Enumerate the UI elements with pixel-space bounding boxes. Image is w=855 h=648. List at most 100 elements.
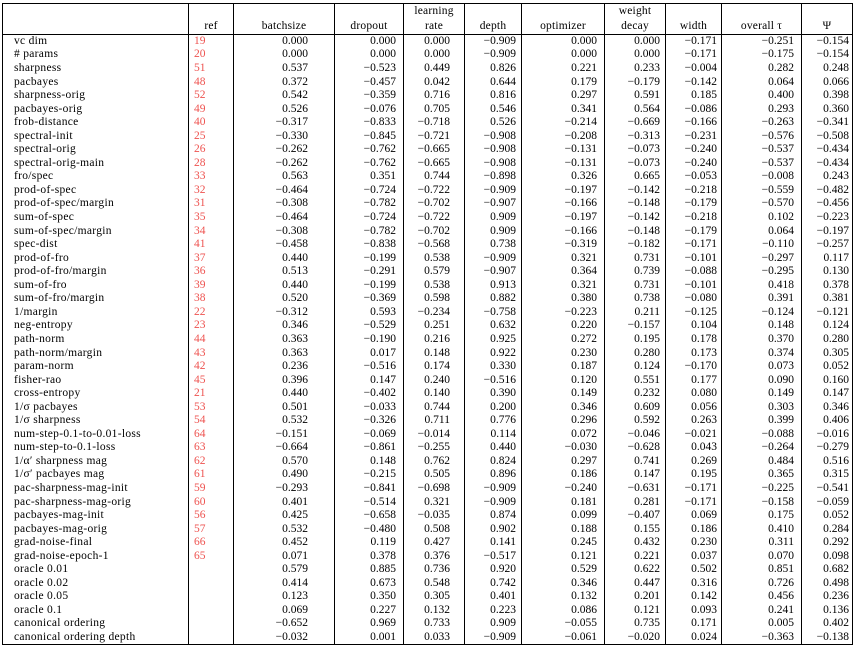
correlation-value: −0.909 xyxy=(464,34,522,49)
correlation-value: −0.046 xyxy=(604,427,666,442)
correlation-value: 0.124 xyxy=(801,319,853,333)
ref-link[interactable]: 28 xyxy=(188,156,234,171)
ref-link[interactable]: 57 xyxy=(188,522,234,537)
correlation-value: 0.378 xyxy=(334,549,404,564)
correlation-value: 0.456 xyxy=(721,590,802,604)
measure-label: path-norm/margin xyxy=(2,346,189,360)
ref-link[interactable]: 35 xyxy=(188,210,234,225)
correlation-value: 0.741 xyxy=(604,454,666,469)
correlation-value: 0.563 xyxy=(233,170,335,184)
ref-link[interactable]: 20 xyxy=(188,48,234,62)
correlation-value: 0.744 xyxy=(403,170,465,184)
measure-label: num-step-0.1-to-0.01-loss xyxy=(2,427,189,442)
correlation-value: 0.609 xyxy=(604,400,666,415)
ref-link[interactable]: 36 xyxy=(188,265,234,279)
ref-link[interactable]: 21 xyxy=(188,387,234,401)
correlation-value: 0.248 xyxy=(801,61,853,76)
correlation-value: 0.140 xyxy=(403,387,465,401)
ref-link[interactable]: 40 xyxy=(188,116,234,130)
table-row: canonical ordering depth −0.032 0.001 0.033… xyxy=(2,630,853,645)
measure-label: grad-noise-final xyxy=(2,536,189,550)
correlation-value: 0.033 xyxy=(403,630,465,645)
ref-link[interactable]: 32 xyxy=(188,183,234,198)
correlation-value: −0.909 xyxy=(464,630,522,645)
correlation-value: −0.154 xyxy=(801,34,853,49)
ref-link[interactable]: 22 xyxy=(188,305,234,320)
ref-link[interactable]: 41 xyxy=(188,238,234,252)
correlation-value: 0.200 xyxy=(464,400,522,415)
correlation-value: −0.833 xyxy=(334,116,404,130)
ref-link[interactable]: 52 xyxy=(188,89,234,103)
correlation-value: −0.326 xyxy=(334,414,404,428)
ref-empty xyxy=(188,617,234,631)
ref-link[interactable]: 60 xyxy=(188,495,234,509)
correlation-value: −0.166 xyxy=(521,224,605,239)
ref-link[interactable]: 23 xyxy=(188,319,234,333)
ref-link[interactable]: 26 xyxy=(188,143,234,157)
ref-link[interactable]: 39 xyxy=(188,278,234,293)
ref-link[interactable]: 59 xyxy=(188,481,234,496)
measure-label: fisher-rao xyxy=(2,373,189,388)
ref-link[interactable]: 45 xyxy=(188,373,234,388)
ref-link[interactable]: 62 xyxy=(188,454,234,469)
ref-link[interactable]: 44 xyxy=(188,332,234,347)
correlation-value: −0.131 xyxy=(521,156,605,171)
correlation-value: 0.188 xyxy=(521,522,605,537)
correlation-value: −0.317 xyxy=(233,116,335,130)
correlation-value: 0.378 xyxy=(801,278,853,293)
correlation-value: 0.402 xyxy=(801,617,853,631)
table-row: vc dim 19 0.000 0.000 0.000 −0.909 0.000 0.000−… xyxy=(2,34,853,49)
correlation-value: −0.073 xyxy=(604,156,666,171)
ref-link[interactable]: 63 xyxy=(188,441,234,455)
ref-link[interactable]: 42 xyxy=(188,359,234,374)
correlation-value: −0.240 xyxy=(665,156,722,171)
correlation-value: −0.142 xyxy=(665,75,722,90)
correlation-value: 0.099 xyxy=(521,509,605,523)
ref-link[interactable]: 33 xyxy=(188,170,234,184)
correlation-value: 0.733 xyxy=(403,617,465,631)
table-row: spectral-orig-main 28 −0.262 −0.762 −0.665 −0… xyxy=(2,156,853,171)
ref-link[interactable]: 53 xyxy=(188,400,234,415)
correlation-value: 0.195 xyxy=(665,468,722,482)
ref-link[interactable]: 19 xyxy=(188,34,234,49)
table-row: spectral-init 25 −0.330 −0.845 −0.721 −0.908−… xyxy=(2,129,853,144)
ref-link[interactable]: 49 xyxy=(188,102,234,117)
ref-link[interactable]: 34 xyxy=(188,224,234,239)
correlation-value: 0.000 xyxy=(521,48,605,62)
ref-link[interactable]: 65 xyxy=(188,549,234,564)
correlation-value: 0.123 xyxy=(233,590,335,604)
ref-link[interactable]: 61 xyxy=(188,468,234,482)
ref-link[interactable]: 64 xyxy=(188,427,234,442)
ref-link[interactable]: 31 xyxy=(188,197,234,211)
ref-link[interactable]: 48 xyxy=(188,75,234,90)
correlation-value: 0.739 xyxy=(604,265,666,279)
correlation-value: −0.055 xyxy=(521,617,605,631)
correlation-value: −0.240 xyxy=(665,143,722,157)
correlation-value: −0.841 xyxy=(334,481,404,496)
correlation-value: 0.920 xyxy=(464,563,522,577)
correlation-value: −0.529 xyxy=(334,319,404,333)
table-row: canonical ordering −0.652 0.969 0.733 0.909−… xyxy=(2,617,853,631)
correlation-value: 0.179 xyxy=(521,75,605,90)
correlation-value: 0.401 xyxy=(233,495,335,509)
measure-label: grad-noise-epoch-1 xyxy=(2,549,189,564)
correlation-value: 0.070 xyxy=(721,549,802,564)
ref-link[interactable]: 25 xyxy=(188,129,234,144)
table-row: pac-sharpness-mag-init 59 −0.293 −0.841 −0.6… xyxy=(2,481,853,496)
correlation-value: −0.214 xyxy=(521,116,605,130)
correlation-value: −0.330 xyxy=(233,129,335,144)
correlation-value: 0.505 xyxy=(403,468,465,482)
correlation-value: −0.171 xyxy=(665,481,722,496)
correlation-value: 0.591 xyxy=(604,89,666,103)
ref-link[interactable]: 66 xyxy=(188,536,234,550)
correlation-value: −0.101 xyxy=(665,278,722,293)
ref-link[interactable]: 56 xyxy=(188,509,234,523)
ref-link[interactable]: 37 xyxy=(188,251,234,266)
ref-link[interactable]: 54 xyxy=(188,414,234,428)
ref-link[interactable]: 38 xyxy=(188,292,234,306)
correlation-value: −0.664 xyxy=(233,441,335,455)
ref-link[interactable]: 51 xyxy=(188,61,234,76)
correlation-value: −0.179 xyxy=(665,197,722,211)
ref-link[interactable]: 43 xyxy=(188,346,234,360)
correlation-value: 0.251 xyxy=(403,319,465,333)
